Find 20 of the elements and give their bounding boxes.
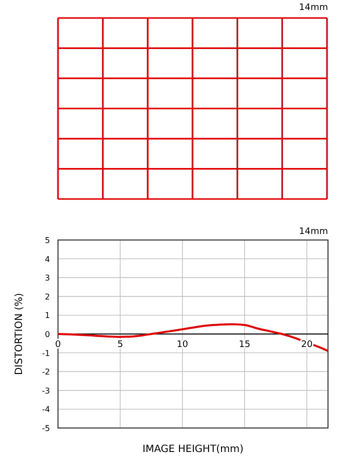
y-tick-label: -4: [42, 405, 50, 414]
x-tick-label: 5: [117, 340, 124, 350]
x-tick-label: 10: [176, 340, 188, 350]
x-tick-label: 20: [301, 340, 313, 350]
y-tick-label: 2: [44, 292, 50, 302]
y-tick-label: 4: [44, 254, 50, 264]
y-tick-label: 5: [44, 236, 50, 245]
x-tick-label: 15: [238, 340, 250, 350]
y-tick-label: -5: [42, 424, 50, 433]
line-series: [57, 323, 329, 352]
y-axis-title: DISTORTION (%): [14, 292, 25, 376]
y-tick-label: 0: [44, 330, 50, 339]
y-tick-label: -2: [42, 368, 50, 377]
chart-title: 14mm: [299, 227, 328, 237]
y-tick-label: 3: [44, 274, 50, 283]
y-tick-label: 1: [44, 311, 50, 320]
text: 14mm: [299, 3, 328, 13]
y-tick-label: -1: [42, 348, 50, 358]
y-tick-label: -3: [42, 386, 50, 396]
x-axis-title: IMAGE HEIGHT(mm): [142, 444, 244, 455]
